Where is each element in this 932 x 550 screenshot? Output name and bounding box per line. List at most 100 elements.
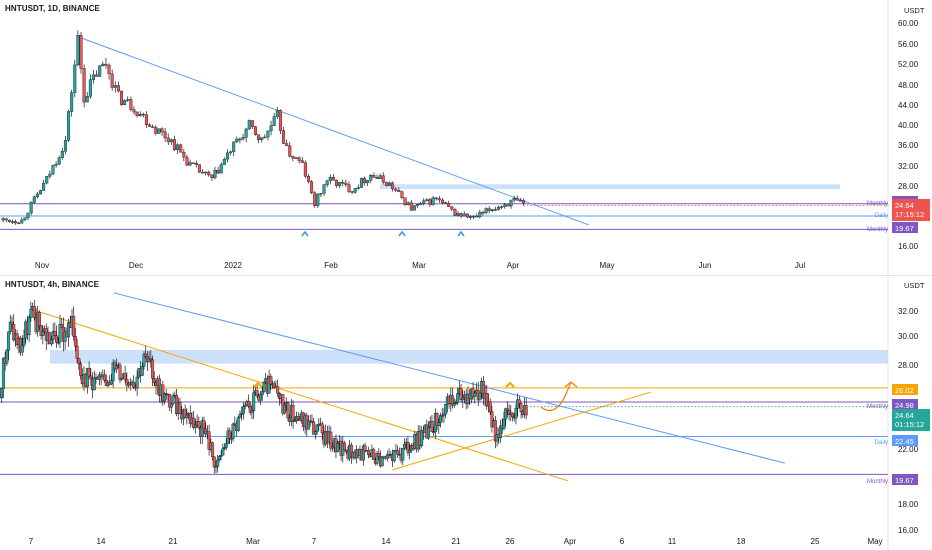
candle: [144, 114, 148, 126]
candle: [276, 386, 280, 394]
candle: [344, 449, 348, 452]
candle: [473, 392, 477, 397]
y-tick-label: 40.00: [898, 121, 919, 130]
candle: [281, 394, 285, 414]
candle: [14, 221, 18, 224]
x-tick-label: Mar: [246, 537, 260, 546]
candle: [250, 410, 254, 413]
candle: [453, 209, 457, 216]
candle: [325, 180, 329, 185]
candle: [229, 151, 233, 154]
trendline: [392, 391, 651, 471]
candle: [109, 380, 113, 385]
candle: [267, 376, 271, 394]
candle: [129, 99, 133, 110]
candle: [248, 406, 252, 413]
candle: [243, 405, 247, 407]
marker-up-icon: [253, 381, 263, 388]
candle: [223, 447, 227, 450]
candle: [504, 408, 508, 420]
candle: [219, 455, 223, 457]
candle: [207, 431, 211, 450]
candle: [322, 184, 326, 194]
candle: [172, 139, 176, 150]
candle: [58, 323, 62, 343]
candle: [454, 402, 458, 404]
y-tick-label: 16.00: [898, 526, 919, 535]
candle: [85, 367, 89, 387]
candle: [450, 206, 454, 210]
daily-chart-canvas[interactable]: 60.00 56.00 52.00 48.00 44.00 40.00 36.00 32.00…: [0, 0, 932, 275]
candle: [300, 160, 304, 163]
candle: [394, 188, 398, 191]
candle: [147, 358, 151, 363]
candle: [297, 157, 301, 161]
candle: [161, 384, 165, 402]
level-name: Daily: [875, 213, 888, 219]
candle: [182, 152, 186, 158]
candle: [29, 308, 33, 318]
candle: [439, 415, 443, 423]
candle: [341, 182, 345, 184]
y-tick-label: 30.00: [898, 332, 919, 341]
candle: [222, 158, 226, 165]
candle: [193, 424, 197, 428]
candle: [240, 413, 244, 415]
candle: [101, 63, 105, 67]
x-tick-label: 2022: [224, 261, 242, 270]
candle: [408, 449, 412, 453]
level-badge: [892, 474, 918, 485]
candle: [260, 391, 264, 396]
candle: [420, 430, 424, 446]
candle: [380, 457, 384, 467]
h4-chart-pane[interactable]: HNTUSDT, 4h, BINANCE USDT 32.00 30.00 28.0…: [0, 276, 932, 550]
candle: [253, 126, 257, 135]
level-badge-value: 19.67: [895, 224, 914, 233]
candle: [497, 206, 501, 210]
candle: [171, 395, 175, 404]
x-tick-label: Apr: [564, 537, 577, 546]
candle: [444, 404, 448, 415]
trendline: [30, 308, 569, 482]
candle: [79, 35, 83, 69]
level-badge-value: 19.67: [895, 476, 914, 485]
candle: [375, 453, 379, 464]
candle: [185, 156, 189, 166]
candle: [183, 409, 187, 418]
candle: [478, 392, 482, 401]
candle: [285, 143, 289, 146]
candle: [434, 197, 438, 200]
candle: [484, 208, 488, 213]
x-tick-label: May: [867, 537, 882, 546]
candle: [515, 198, 519, 201]
candle: [419, 203, 423, 205]
candle: [217, 456, 221, 461]
candle: [468, 216, 472, 218]
candle: [27, 317, 31, 335]
candle: [236, 417, 240, 431]
candle: [219, 164, 223, 174]
candle: [310, 420, 314, 423]
candle: [17, 222, 21, 225]
candle: [331, 446, 335, 449]
candle: [32, 196, 36, 203]
candle: [41, 331, 45, 336]
candle: [104, 63, 108, 66]
candle: [316, 193, 320, 206]
candle: [225, 152, 229, 160]
candle: [1, 357, 5, 389]
candle: [35, 193, 39, 198]
y-tick-label: 22.00: [898, 445, 919, 454]
candle: [163, 131, 167, 139]
h4-chart-canvas[interactable]: 32.00 30.00 28.00 22.00 18.00 16.00 7 14 21 Mar 7 1…: [0, 276, 932, 550]
candle: [45, 176, 49, 184]
daily-chart-pane[interactable]: HNTUSDT, 1D, BINANCE USDT 60.00 56.00 52.0…: [0, 0, 932, 276]
candle: [70, 92, 74, 112]
y-tick-label: 36.00: [898, 141, 919, 150]
candle: [313, 192, 317, 206]
candle: [461, 397, 465, 401]
candle: [392, 450, 396, 461]
candle: [288, 145, 292, 157]
candle: [60, 151, 64, 158]
candle: [313, 431, 317, 435]
